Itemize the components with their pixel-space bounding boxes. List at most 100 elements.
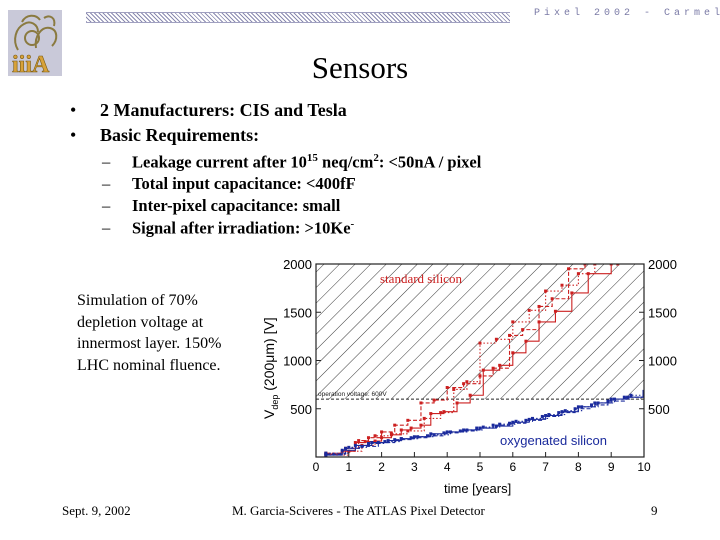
standard-data-point <box>429 412 433 416</box>
oxygenated-data-point <box>399 437 403 441</box>
svg-text:iiiA: iiiA <box>12 52 50 76</box>
standard-data-point <box>468 393 472 397</box>
oxygenated-data-point <box>524 418 528 422</box>
standard-data-point <box>609 264 613 266</box>
subbullet-dash: – <box>102 196 111 215</box>
x-tick-label: 3 <box>411 460 418 474</box>
footer-date: Sept. 9, 2002 <box>62 503 131 518</box>
standard-data-point <box>478 341 482 345</box>
standard-data-point <box>399 428 403 432</box>
x-tick-label: 6 <box>509 460 516 474</box>
standard-data-point <box>570 291 574 295</box>
standard-data-point <box>521 328 525 332</box>
subbullet-text: Inter-pixel capacitance: small <box>132 196 341 215</box>
y-tick-label-right: 2000 <box>648 257 677 272</box>
standard-data-point <box>462 382 466 386</box>
oxygenated-data-point <box>590 403 594 407</box>
standard-data-point <box>445 386 449 390</box>
oxygenated-data-point <box>544 414 548 418</box>
oxygenated-data-point <box>576 405 580 409</box>
oxygenated-data-point <box>360 444 364 448</box>
y-tick-label: 500 <box>290 402 312 417</box>
x-tick-label: 5 <box>477 460 484 474</box>
y-tick-label-right: 500 <box>648 402 670 417</box>
oxygenated-data-point <box>540 414 544 418</box>
bullet-dot: • <box>70 100 77 120</box>
oxygenated-data-point <box>629 393 633 397</box>
standard-data-point <box>616 264 620 266</box>
standard-data-point <box>550 297 554 301</box>
oxygenated-data-point <box>593 401 597 405</box>
oxygenated-data-point <box>511 420 515 424</box>
y-axis-label: Vdep (200μm) [V] <box>261 317 280 419</box>
bullet-item: • 2 Manufacturers: CIS and Tesla <box>70 98 347 123</box>
subbullet-dash: – <box>102 218 111 237</box>
oxygenated-data-point <box>642 391 644 395</box>
oxygenated-data-point <box>606 399 610 403</box>
oxygenated-data-point <box>366 441 370 445</box>
standard-data-point <box>380 436 384 440</box>
standard-data-point <box>478 374 482 378</box>
standard-data-point <box>409 426 413 430</box>
oxygenated-data-point <box>475 426 479 430</box>
standard-data-point <box>544 289 548 293</box>
oxygenated-data-point <box>393 438 397 442</box>
oxygenated-data-point <box>494 424 498 428</box>
depletion-voltage-chart: 0 1 2 3 4 5 6 7 8 9 10 500 500 1000 1000 1500 1500 2000 20… <box>261 257 677 496</box>
standard-data-point <box>455 401 459 405</box>
oxygenated-data-point <box>580 405 584 409</box>
subbullet-list: – Leakage current after 1015 neq/cm2: <5… <box>102 151 481 239</box>
oxygenated-data-point <box>344 446 348 450</box>
standard-data-point <box>511 320 515 324</box>
oxygenated-data-point <box>612 397 616 401</box>
oxygenated-data-point <box>481 425 485 429</box>
standard-data-point <box>465 380 469 384</box>
footer-author: M. Garcia-Sciveres - The ATLAS Pixel Det… <box>232 503 485 518</box>
subbullet-text: Total input capacitance: <400fF <box>132 174 356 193</box>
oxygenated-data-point <box>426 434 430 438</box>
x-tick-label: 9 <box>608 460 615 474</box>
standard-silicon-label: standard silicon <box>380 271 462 286</box>
y-tick-label: 1000 <box>283 354 312 369</box>
oxygenated-data-point <box>547 413 551 417</box>
subbullet-item: – Signal after irradiation: >10Ke- <box>102 217 481 239</box>
y-tick-label: 2000 <box>283 257 312 272</box>
operation-voltage-label: operation voltage: 600V <box>318 391 387 398</box>
oxygenated-data-point <box>557 411 561 415</box>
standard-data-point <box>576 272 580 276</box>
subbullet-item: – Leakage current after 1015 neq/cm2: <5… <box>102 151 481 173</box>
slide-title: Sensors <box>311 50 409 85</box>
oxygenated-data-point <box>596 401 600 405</box>
bullet-item: • Basic Requirements: <box>70 123 347 148</box>
standard-data-point <box>494 337 498 341</box>
oxygenated-data-point <box>386 439 390 443</box>
standard-data-point <box>389 432 393 436</box>
oxygenated-data-point <box>383 440 387 444</box>
standard-data-point <box>481 368 485 372</box>
oxygenated-data-point <box>376 441 380 445</box>
standard-data-point <box>583 264 587 266</box>
y-tick-label-right: 1000 <box>648 354 677 369</box>
standard-data-point <box>419 401 423 405</box>
oxygenated-data-point <box>412 435 416 439</box>
oxygenated-data-point <box>514 419 518 423</box>
oxygenated-data-point <box>416 435 420 439</box>
subbullet-item: – Inter-pixel capacitance: small <box>102 195 481 217</box>
oxygenated-data-point <box>432 433 436 437</box>
oxygenated-data-point <box>626 395 630 399</box>
standard-data-point <box>406 429 410 433</box>
standard-data-point <box>366 436 370 440</box>
standard-data-point <box>380 430 384 434</box>
oxygenated-series-line <box>325 391 644 454</box>
subbullet-item: – Total input capacitance: <400fF <box>102 173 481 195</box>
oxygenated-data-point <box>465 428 469 432</box>
oxygenated-data-point <box>491 423 495 427</box>
oxygenated-data-point <box>508 421 512 425</box>
x-tick-label: 2 <box>378 460 385 474</box>
oxygenated-data-point <box>560 410 564 414</box>
oxygenated-data-point <box>442 431 446 435</box>
standard-data-point <box>442 410 446 414</box>
oxygenated-data-point <box>498 422 502 426</box>
x-tick-label: 4 <box>444 460 451 474</box>
oxygenated-silicon-label: oxygenated silicon <box>500 433 607 448</box>
